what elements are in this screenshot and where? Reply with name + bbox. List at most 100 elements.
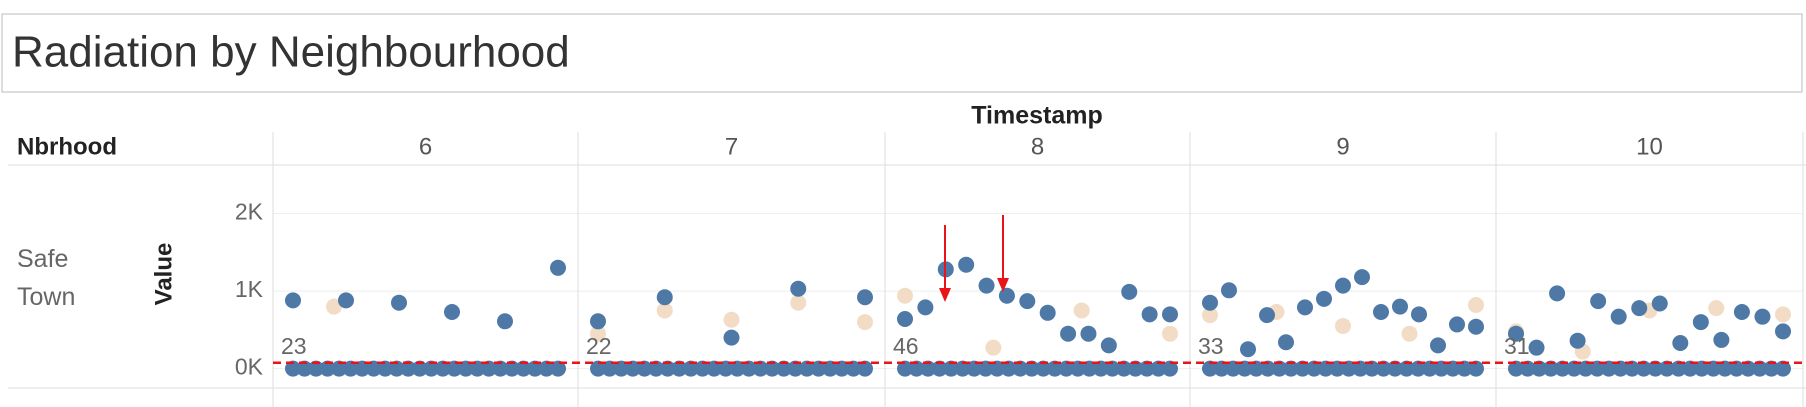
data-point [1316, 290, 1332, 307]
data-point [601, 360, 618, 377]
data-point [457, 360, 474, 377]
data-point [1329, 360, 1346, 377]
data-point [1542, 360, 1559, 377]
data-point [1282, 360, 1299, 377]
data-point [989, 360, 1006, 377]
data-point [1092, 360, 1109, 377]
data-point [897, 287, 913, 304]
data-point [1631, 300, 1648, 317]
data-point [497, 313, 513, 330]
data-point [1221, 282, 1237, 299]
data-point [1775, 323, 1791, 340]
data-point [308, 360, 325, 377]
data-point [1202, 360, 1218, 377]
data-point [1763, 360, 1780, 377]
data-point [998, 287, 1015, 304]
data-point [1035, 360, 1052, 377]
data-point [985, 339, 1002, 356]
data-point [1692, 314, 1709, 331]
data-point [790, 294, 807, 311]
data-point [1693, 360, 1710, 377]
data-point [1058, 360, 1075, 377]
data-point [943, 360, 960, 377]
data-point [1000, 360, 1017, 377]
data-point [1519, 360, 1536, 377]
data-point [857, 314, 873, 331]
data-point [1306, 360, 1323, 377]
data-point [1624, 360, 1641, 377]
data-point [857, 289, 873, 306]
data-point [1647, 360, 1664, 377]
data-point [1600, 360, 1617, 377]
data-point [503, 360, 520, 377]
data-point [977, 360, 994, 377]
data-point [966, 360, 983, 377]
data-point [1060, 325, 1077, 342]
data-point [1039, 304, 1056, 321]
data-point [1248, 360, 1265, 377]
data-point [1297, 299, 1313, 316]
data-point [1468, 318, 1484, 335]
data-point [377, 360, 394, 377]
data-point [326, 298, 342, 315]
data-point [1449, 316, 1465, 333]
data-point [1317, 360, 1334, 377]
data-point [740, 360, 757, 377]
data-point [338, 292, 354, 309]
data-point [1566, 360, 1583, 377]
data-point [857, 360, 873, 377]
data-point [1531, 360, 1548, 377]
title-box [1, 13, 1803, 93]
data-point [331, 360, 348, 377]
data-point [706, 360, 723, 377]
data-point [908, 360, 925, 377]
data-point [411, 360, 428, 377]
data-point [446, 360, 463, 377]
data-point [1162, 325, 1178, 342]
data-point [717, 360, 734, 377]
data-point [1433, 360, 1450, 377]
data-point [671, 360, 688, 377]
data-point [1577, 360, 1594, 377]
data-point [822, 360, 839, 377]
data-point [388, 360, 405, 377]
data-point [434, 360, 451, 377]
data-point [1612, 360, 1629, 377]
data-point [775, 360, 792, 377]
data-point [1104, 360, 1121, 377]
data-point [1508, 325, 1524, 342]
data-point [1421, 360, 1438, 377]
arrow-head [939, 288, 951, 302]
data-point [729, 360, 746, 377]
arrow-head [997, 278, 1009, 292]
data-point [624, 360, 641, 377]
data-point [1363, 360, 1380, 377]
data-point [656, 302, 673, 319]
data-point [1023, 360, 1040, 377]
data-point [342, 360, 359, 377]
data-point [480, 360, 497, 377]
data-point [1468, 360, 1484, 377]
data-point [1554, 360, 1571, 377]
data-point [931, 360, 948, 377]
data-point [1046, 360, 1063, 377]
data-point [1080, 325, 1097, 342]
data-point [954, 360, 971, 377]
data-point [613, 360, 630, 377]
column-label: 9 [1336, 133, 1349, 160]
data-point [590, 313, 606, 330]
data-point [1202, 294, 1218, 311]
data-point [656, 289, 673, 306]
data-point [1259, 360, 1276, 377]
count-label: 31 [1504, 333, 1530, 359]
data-point [1444, 360, 1461, 377]
data-point [285, 360, 301, 377]
count-label: 22 [586, 333, 612, 359]
data-point [365, 360, 382, 377]
data-point [1352, 360, 1369, 377]
data-point [1335, 317, 1351, 334]
data-point [1508, 360, 1524, 377]
data-point [1411, 306, 1427, 323]
row-header: Nbrhood [17, 133, 117, 160]
data-point [1373, 304, 1389, 321]
